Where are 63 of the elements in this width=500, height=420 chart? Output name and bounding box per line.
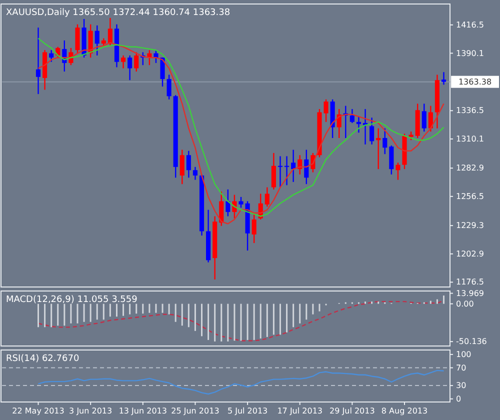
y-tick-label: 100 [456,350,472,360]
candlestick [219,190,224,226]
candlestick [180,149,184,185]
y-tick-label: 1390.1 [456,48,484,58]
x-tick-label: 25 Jun 2013 [171,406,220,416]
candlestick [120,54,126,69]
y-tick-label: 0 [456,394,462,404]
candlestick [238,196,244,208]
candlestick [376,128,381,170]
y-tick-label: 1176.5 [456,278,484,287]
y-tick-label: 30 [456,381,466,390]
x-tick-label: 22 May 2013 [12,406,64,416]
candlestick [441,72,446,86]
candlestick [350,108,354,124]
x-tick-label: 3 Jun 2013 [69,406,112,416]
candlestick [166,74,172,100]
x-tick-label: 17 Jul 2013 [277,406,323,416]
candlestick [389,144,394,176]
line-series [38,370,444,395]
x-tick-label: 13 Jun 2013 [118,406,167,416]
candlestick [304,149,309,185]
candlestick [422,103,426,132]
candlestick [108,17,112,46]
candlestick [278,156,283,188]
candlestick [49,49,54,62]
y-tick-label: 1310.1 [456,134,484,144]
ref-line-label: 1363.38 [458,77,492,86]
candlestick [94,24,100,56]
candlestick [226,188,230,217]
y-tick-label: 1256.5 [456,192,484,201]
candlestick [36,26,41,95]
x-tick-label: 8 Aug 2013 [381,406,428,416]
candlestick [291,149,296,183]
candlestick [271,152,276,190]
chart-title: RSI(14) 62.7670 [6,354,80,364]
candlestick [428,105,433,132]
candlestick [160,57,165,88]
x-tick-label: 29 Jul 2013 [330,406,375,416]
chart-title: XAUUSD,Daily 1365.50 1372.44 1360.74 1363.38 [6,8,230,18]
y-tick-label: 1282.9 [456,164,484,173]
candlestick [382,128,388,155]
candlestick [284,156,290,186]
candlestick [252,214,256,244]
y-tick-label: -50.136 [456,337,487,346]
candlestick [134,52,139,72]
candlestick [128,54,132,81]
candlestick [75,24,80,54]
candlestick [264,186,270,208]
y-tick-label: 1229.3 [456,221,484,230]
y-tick-label: 0.00 [456,299,474,308]
candlestick [186,150,191,178]
candlestick [356,116,362,134]
x-tick-label: 5 Jul 2013 [227,406,268,416]
y-tick-label: 70 [456,363,466,372]
candlestick [154,49,158,64]
candlestick [396,162,400,180]
candlestick [192,166,198,180]
y-tick-label: 1336.5 [456,106,484,116]
candlestick [370,117,374,146]
y-tick-label: 1202.9 [456,249,484,258]
y-tick-label: 13.969 [456,288,484,298]
y-tick-label: 1416.5 [456,20,484,30]
chart-title: MACD(12,26,9) 11.055 3.559 [6,295,138,305]
